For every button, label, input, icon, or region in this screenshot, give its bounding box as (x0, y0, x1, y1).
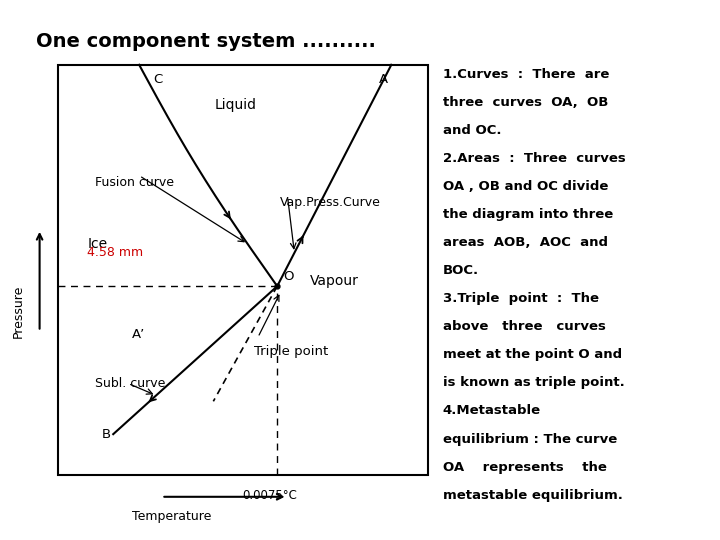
Text: 2.Areas  :  Three  curves: 2.Areas : Three curves (443, 152, 626, 165)
Bar (58, 65, 428, 475)
Text: Triple point: Triple point (254, 345, 328, 357)
Text: 0.0075°C: 0.0075°C (243, 489, 297, 502)
Text: the diagram into three: the diagram into three (443, 208, 613, 221)
Text: OA    represents    the: OA represents the (443, 461, 607, 474)
Text: BOC.: BOC. (443, 264, 479, 277)
Text: Subl. curve: Subl. curve (95, 377, 165, 390)
Text: equilibrium : The curve: equilibrium : The curve (443, 433, 617, 446)
Text: meet at the point O and: meet at the point O and (443, 348, 622, 361)
Text: Liquid: Liquid (215, 98, 256, 112)
Text: Temperature: Temperature (132, 510, 211, 523)
Text: A: A (379, 73, 389, 86)
Text: One component system ..........: One component system .......... (36, 32, 376, 51)
Text: three  curves  OA,  OB: three curves OA, OB (443, 96, 608, 109)
Text: areas  AOB,  AOC  and: areas AOB, AOC and (443, 236, 608, 249)
Text: C: C (153, 73, 162, 86)
Text: and OC.: and OC. (443, 124, 501, 137)
Text: above   three   curves: above three curves (443, 320, 606, 333)
Text: Pressure: Pressure (12, 285, 24, 338)
Text: metastable equilibrium.: metastable equilibrium. (443, 489, 623, 502)
Text: A’: A’ (132, 328, 145, 341)
Text: 1.Curves  :  There  are: 1.Curves : There are (443, 68, 609, 80)
Text: Ice: Ice (87, 237, 107, 251)
Text: Vapour: Vapour (310, 274, 359, 288)
Text: B: B (102, 428, 111, 441)
Text: OA , OB and OC divide: OA , OB and OC divide (443, 180, 608, 193)
Text: is known as triple point.: is known as triple point. (443, 376, 624, 389)
Text: 4.Metastable: 4.Metastable (443, 404, 541, 417)
Text: 4.58 mm: 4.58 mm (87, 246, 143, 259)
Text: O: O (283, 271, 294, 284)
Text: Fusion curve: Fusion curve (95, 176, 174, 188)
Text: 3.Triple  point  :  The: 3.Triple point : The (443, 292, 599, 305)
Text: Vap.Press.Curve: Vap.Press.Curve (280, 196, 381, 209)
